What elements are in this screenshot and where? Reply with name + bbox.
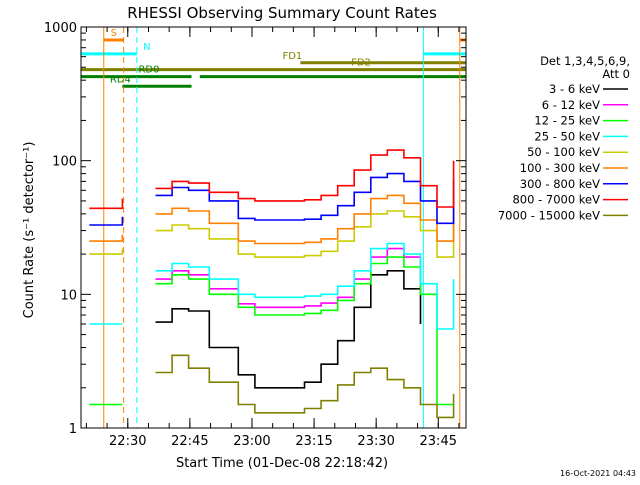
y-axis-label: Count Rate (s⁻¹ detector⁻¹)	[22, 142, 37, 319]
series-line-8	[155, 354, 455, 419]
legend-label-2: 12 - 25 keV	[534, 114, 600, 128]
series-line-1	[155, 247, 422, 309]
series-line-6	[155, 172, 455, 225]
x-tick-label: 23:45	[420, 434, 457, 449]
legend-label-3: 25 - 50 keV	[534, 129, 600, 143]
x-tick-label: 23:15	[295, 434, 332, 449]
x-tick-label: 22:45	[171, 434, 208, 449]
x-axis: 22:30 22:45 23:00 23:15 23:30 23:45	[85, 27, 460, 449]
x-tick-label: 22:30	[109, 434, 146, 449]
flag-label-fd1: FD1	[282, 51, 302, 62]
series-line-4	[89, 248, 124, 255]
legend-label-7: 800 - 7000 keV	[512, 193, 600, 207]
legend-header-line-1: Det 1,3,4,5,6,9,	[540, 54, 630, 68]
series-line-6	[89, 216, 124, 226]
series-line-7	[155, 149, 455, 208]
series-line-4	[155, 210, 455, 258]
y-tick-label: 100	[52, 155, 77, 170]
y-axis: 1 10 100 1000	[44, 21, 466, 437]
legend-header-line-2: Att 0	[602, 67, 630, 81]
legend-label-1: 6 - 12 keV	[542, 98, 600, 112]
flag-bars-layer: S N FD1 FD2 RD0 RD4	[81, 28, 466, 88]
series-line-5	[155, 194, 455, 245]
legend-label-8: 7000 - 15000 keV	[498, 208, 600, 222]
chart-title: RHESSI Observing Summary Count Rates	[127, 4, 437, 22]
legend-label-6: 300 - 800 keV	[520, 177, 600, 191]
series-line-2	[155, 256, 454, 406]
flag-label-rd0: RD0	[138, 65, 159, 76]
x-axis-label: Start Time (01-Dec-08 22:18:42)	[176, 456, 388, 471]
y-tick-label: 1000	[44, 21, 77, 36]
timestamp: 16-Oct-2021 04:43	[560, 469, 636, 478]
x-tick-label: 23:30	[357, 434, 394, 449]
series-line-0	[155, 270, 422, 389]
series-line-5	[89, 234, 124, 242]
series-layer	[89, 149, 455, 419]
flag-label-s: S	[111, 28, 117, 39]
y-tick-label: 10	[60, 288, 77, 303]
legend-label-0: 3 - 6 keV	[549, 82, 600, 96]
legend-label-4: 50 - 100 keV	[527, 145, 600, 159]
legend: Det 1,3,4,5,6,9, Att 0 3 - 6 keV 6 - 12 k…	[498, 54, 630, 222]
flag-label-n: N	[143, 42, 150, 53]
flag-label-fd2: FD2	[351, 58, 371, 69]
y-tick-label: 1	[69, 422, 77, 437]
plot-frame	[80, 26, 467, 429]
x-tick-label: 23:00	[233, 434, 270, 449]
flag-label-rd4: RD4	[110, 74, 131, 85]
legend-label-5: 100 - 300 keV	[520, 161, 600, 175]
series-line-7	[89, 198, 124, 210]
series-line-3	[155, 242, 455, 330]
